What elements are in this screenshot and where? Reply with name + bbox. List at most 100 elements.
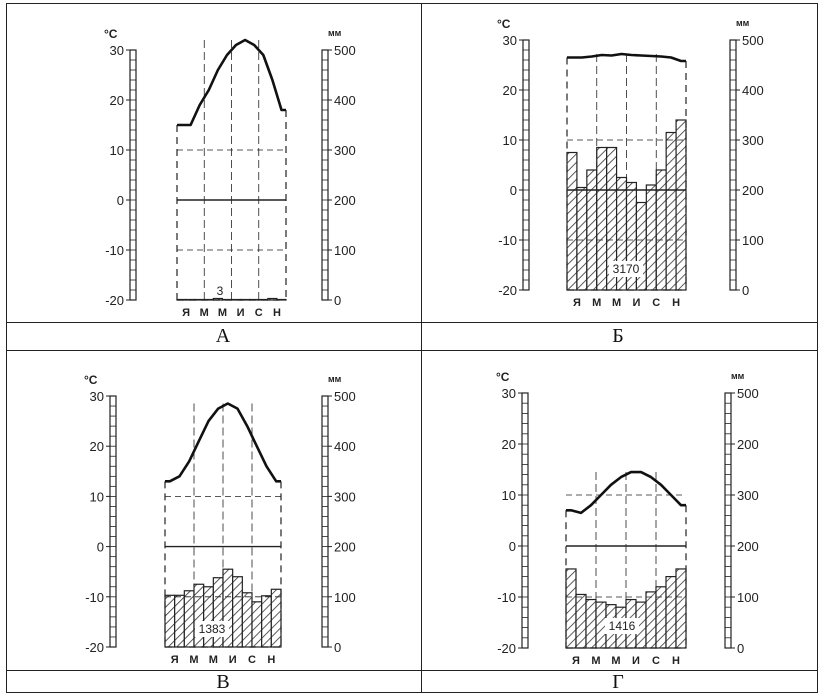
divider-top: [6, 322, 818, 324]
panel-label-a: А: [215, 325, 231, 347]
annual-total-label: 1383: [199, 622, 226, 636]
month-label: С: [248, 654, 256, 666]
month-label: И: [229, 654, 237, 666]
divider-bottom: [6, 670, 818, 672]
month-label: М: [189, 654, 198, 666]
precip-tick-label: 0: [737, 641, 744, 656]
month-label: С: [652, 297, 660, 309]
month-label: И: [237, 307, 245, 319]
precip-tick-label: 300: [742, 133, 764, 148]
precip-tick-label: 0: [742, 283, 749, 298]
month-label: Я: [182, 307, 190, 319]
precip-tick-label: 400: [742, 83, 764, 98]
precip-tick-label: 200: [334, 193, 356, 208]
temp-tick-label: 30: [503, 33, 517, 48]
precip-tick-label: 0: [334, 640, 341, 655]
month-label: М: [209, 654, 218, 666]
month-label: Я: [171, 654, 179, 666]
precip-unit-label: мм: [731, 371, 745, 381]
month-label: С: [652, 655, 660, 667]
temp-tick-label: 10: [503, 133, 517, 148]
panel-label-v: В: [216, 671, 230, 693]
temp-tick-label: 20: [110, 93, 124, 108]
temp-tick-label: -10: [105, 243, 124, 258]
temperature-curve: [566, 470, 686, 515]
precip-unit-label: мм: [328, 28, 342, 38]
precip-unit-label: мм: [328, 374, 342, 384]
temperature-curve: [177, 38, 286, 127]
temp-tick-label: -20: [498, 283, 517, 298]
month-label: Я: [573, 297, 581, 309]
outer-frame: [6, 3, 818, 693]
precip-tick-label: 300: [334, 489, 356, 504]
month-label: М: [218, 307, 227, 319]
precip-tick-label: 200: [737, 539, 759, 554]
annual-total-label: 1416: [609, 619, 636, 633]
temp-unit-label: °C: [84, 373, 98, 387]
precip-tick-label: 400: [334, 93, 356, 108]
temperature-curve: [165, 402, 281, 483]
precip-tick-label: 0: [334, 293, 341, 308]
precip-tick-label: 100: [737, 590, 759, 605]
panel-label-g: Г: [612, 671, 624, 693]
temp-tick-label: 10: [110, 143, 124, 158]
temp-tick-label: 20: [90, 439, 104, 454]
temp-unit-label: °C: [496, 370, 510, 384]
temp-tick-label: 30: [502, 386, 516, 401]
precip-tick-label: 500: [334, 43, 356, 58]
month-label: М: [612, 297, 621, 309]
month-label: М: [592, 297, 601, 309]
month-label: М: [611, 655, 620, 667]
precip-tick-label: 200: [737, 437, 759, 452]
month-label: Н: [672, 655, 680, 667]
temp-tick-label: -20: [105, 293, 124, 308]
month-label: И: [632, 655, 640, 667]
temp-tick-label: -10: [498, 233, 517, 248]
temp-tick-label: 20: [502, 437, 516, 452]
temp-tick-label: -10: [85, 590, 104, 605]
precip-tick-label: 100: [742, 233, 764, 248]
precip-tick-label: 300: [737, 488, 759, 503]
month-label: И: [632, 297, 640, 309]
annual-total-label: 3: [217, 284, 224, 298]
temp-tick-label: 10: [502, 488, 516, 503]
temp-tick-label: -20: [497, 641, 516, 656]
month-label: М: [591, 655, 600, 667]
temperature-curve: [567, 52, 686, 63]
precip-unit-label: мм: [736, 18, 750, 28]
annual-total-bg: [609, 261, 643, 277]
temp-tick-label: 0: [97, 540, 104, 555]
temp-unit-label: °C: [497, 17, 511, 31]
month-label: М: [200, 307, 209, 319]
precip-tick-label: 300: [334, 143, 356, 158]
temp-tick-label: -20: [85, 640, 104, 655]
temp-tick-label: 0: [509, 539, 516, 554]
month-label: Н: [672, 297, 680, 309]
precip-tick-label: 400: [334, 439, 356, 454]
temp-tick-label: 30: [90, 389, 104, 404]
annual-total-bg: [605, 618, 639, 634]
precip-tick-label: 200: [334, 540, 356, 555]
temp-unit-label: °C: [104, 27, 118, 41]
precip-tick-label: 100: [334, 590, 356, 605]
temp-tick-label: 10: [90, 489, 104, 504]
month-label: Н: [267, 654, 275, 666]
precip-tick-label: 100: [334, 243, 356, 258]
precip-tick-label: 500: [737, 386, 759, 401]
annual-total-bg: [195, 621, 229, 637]
vertical-divider: [421, 3, 423, 693]
temp-tick-label: 30: [110, 43, 124, 58]
annual-total-label: 3170: [613, 262, 640, 276]
temp-tick-label: 0: [117, 193, 124, 208]
month-label: С: [255, 307, 263, 319]
temp-tick-label: 0: [510, 183, 517, 198]
temp-tick-label: 20: [503, 83, 517, 98]
month-label: Я: [572, 655, 580, 667]
precip-tick-label: 500: [334, 389, 356, 404]
panel-label-b: Б: [612, 325, 624, 347]
